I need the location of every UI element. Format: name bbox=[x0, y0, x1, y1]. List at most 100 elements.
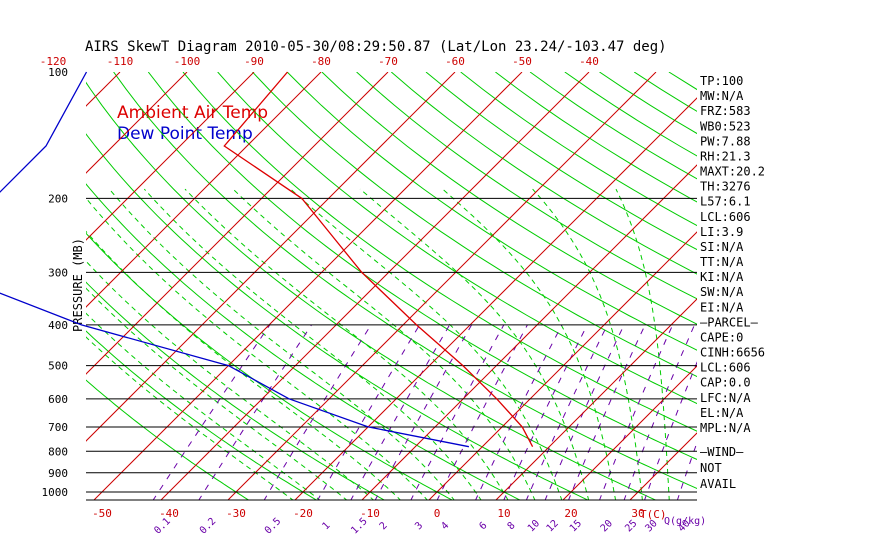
moist-adiabat bbox=[86, 197, 428, 500]
moist-adiabat bbox=[615, 188, 670, 500]
isotherm bbox=[562, 365, 697, 500]
moist-adiabat bbox=[184, 188, 509, 500]
pressure-tick-label: 600 bbox=[48, 393, 68, 406]
bottom-temp-tick-label: 0 bbox=[434, 507, 441, 520]
pressure-tick-label: 800 bbox=[48, 445, 68, 458]
index-label: —PARCEL— bbox=[700, 315, 759, 329]
moist-adiabat bbox=[86, 336, 294, 500]
y-axis-label: PRESSURE (MB) bbox=[71, 238, 85, 332]
mixing-ratio-line bbox=[374, 324, 473, 500]
dry-adiabat bbox=[86, 133, 589, 500]
mixing-ratio-label: 6 bbox=[478, 520, 490, 532]
index-label: EI:N/A bbox=[700, 300, 744, 314]
dry-adiabat bbox=[86, 81, 657, 500]
index-label: CAP:0.0 bbox=[700, 376, 751, 390]
dry-adiabat bbox=[390, 72, 697, 275]
index-label: PW:7.88 bbox=[700, 134, 751, 148]
legend-dew-point-temp: Dew Point Temp bbox=[117, 124, 253, 144]
mixing-ratio-line bbox=[198, 324, 312, 500]
top-temp-tick-label: -110 bbox=[107, 55, 134, 68]
dry-adiabat bbox=[86, 330, 318, 500]
mixing-ratio-label: 15 bbox=[568, 518, 584, 534]
top-temp-tick-label: -120 bbox=[40, 55, 67, 68]
moist-adiabat bbox=[359, 188, 590, 500]
index-label: LFC:N/A bbox=[700, 391, 751, 405]
chart-title: AIRS SkewT Diagram 2010-05-30/08:29:50.8… bbox=[85, 39, 667, 55]
index-label: RH:21.3 bbox=[700, 149, 751, 163]
index-label: WB0:523 bbox=[700, 119, 751, 133]
top-temp-tick-label: -40 bbox=[579, 55, 599, 68]
dew-point-temp-line bbox=[0, 71, 470, 448]
mixing-ratio-unit-label: Q(g/kg) bbox=[664, 516, 706, 527]
mixing-ratio-line bbox=[599, 324, 674, 500]
mixing-ratio-label: 8 bbox=[506, 520, 518, 532]
moist-adiabat bbox=[442, 188, 617, 500]
isotherm bbox=[0, 72, 53, 500]
pressure-tick-label: 300 bbox=[48, 266, 68, 279]
isotherm bbox=[428, 231, 697, 500]
isotherm bbox=[160, 72, 590, 500]
mixing-ratio-line bbox=[350, 324, 451, 500]
top-temp-tick-label: -60 bbox=[445, 55, 465, 68]
dry-adiabat bbox=[86, 281, 386, 500]
mixing-ratio-line bbox=[544, 324, 625, 500]
dry-adiabat bbox=[86, 379, 250, 500]
index-label: TH:3276 bbox=[700, 180, 751, 194]
index-label: EL:N/A bbox=[700, 406, 744, 420]
dry-adiabat bbox=[495, 72, 697, 203]
top-temp-tick-label: -50 bbox=[512, 55, 532, 68]
pressure-tick-label: 100 bbox=[48, 66, 68, 79]
index-label: LCL:606 bbox=[700, 361, 751, 375]
index-label: SI:N/A bbox=[700, 240, 744, 254]
pressure-tick-label: 700 bbox=[48, 421, 68, 434]
bottom-temp-tick-label: -20 bbox=[293, 507, 313, 520]
index-label: L57:6.1 bbox=[700, 195, 751, 209]
dry-adiabat bbox=[217, 72, 697, 405]
index-label: CAPE:0 bbox=[700, 330, 743, 344]
index-label: MAXT:20.2 bbox=[700, 165, 765, 179]
bottom-temp-tick-label: -30 bbox=[226, 507, 246, 520]
index-label: MW:N/A bbox=[700, 89, 744, 103]
mixing-ratio-line bbox=[263, 324, 372, 500]
mixing-ratio-line bbox=[525, 324, 608, 500]
mixing-ratio-label: 10 bbox=[526, 518, 542, 534]
dry-adiabat bbox=[252, 72, 697, 378]
index-label: FRZ:583 bbox=[700, 104, 751, 118]
mixing-ratio-label: 1 bbox=[320, 520, 332, 532]
moist-adiabat bbox=[108, 188, 455, 500]
mixing-ratio-label: 0.5 bbox=[263, 516, 284, 537]
grid-layer bbox=[0, 72, 697, 501]
legend-ambient-air-temp: Ambient Air Temp bbox=[117, 103, 268, 123]
temp-unit-label: T(C) bbox=[640, 508, 667, 521]
dry-adiabat bbox=[286, 72, 697, 351]
bottom-temp-tick-label: 10 bbox=[497, 507, 510, 520]
isotherm bbox=[495, 298, 697, 500]
mixing-ratio-line bbox=[152, 324, 271, 500]
index-label: LI:3.9 bbox=[700, 225, 743, 239]
mixing-ratio-line bbox=[568, 324, 646, 500]
mixing-ratio-line bbox=[410, 324, 505, 500]
moist-adiabat bbox=[143, 188, 482, 500]
grid-clipped bbox=[0, 72, 697, 500]
index-label: MPL:N/A bbox=[700, 421, 751, 435]
mixing-ratio-label: 12 bbox=[545, 518, 561, 534]
index-label: AVAIL bbox=[700, 477, 736, 491]
dry-adiabat bbox=[633, 72, 697, 112]
bottom-temp-tick-label: 20 bbox=[564, 507, 577, 520]
pressure-tick-label: 500 bbox=[48, 360, 68, 373]
top-temp-tick-label: -70 bbox=[378, 55, 398, 68]
index-label: SW:N/A bbox=[700, 285, 744, 299]
mixing-ratio-label: 4 bbox=[439, 520, 451, 532]
isotherm bbox=[86, 72, 255, 241]
top-temp-tick-label: -90 bbox=[244, 55, 264, 68]
mixing-ratio-line bbox=[475, 324, 563, 500]
index-label: TT:N/A bbox=[700, 255, 744, 269]
isotherm bbox=[93, 72, 523, 500]
isotherm bbox=[294, 97, 697, 500]
isotherm bbox=[86, 72, 188, 174]
dry-adiabat bbox=[147, 72, 697, 461]
mixing-ratio-label: 20 bbox=[599, 518, 615, 534]
index-label: TP:100 bbox=[700, 74, 743, 88]
pressure-tick-label: 1000 bbox=[42, 486, 69, 499]
